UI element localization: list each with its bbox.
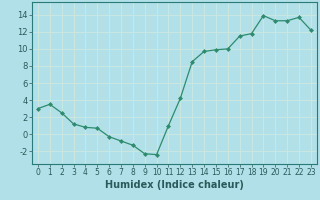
X-axis label: Humidex (Indice chaleur): Humidex (Indice chaleur): [105, 180, 244, 190]
